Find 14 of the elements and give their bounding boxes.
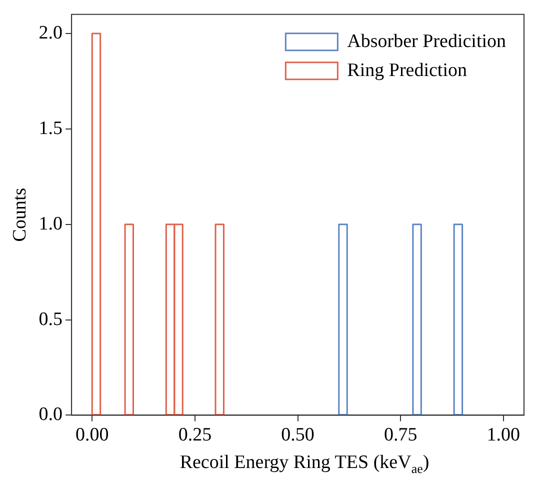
y-tick-label: 2.0	[38, 22, 63, 44]
y-tick-label: 1.5	[38, 118, 63, 139]
y-axis-title: Counts	[9, 188, 30, 242]
legend-label: Ring Prediction	[347, 60, 468, 81]
x-axis-title: Recoil Energy Ring TES (keV$_{ae}$)	[178, 452, 430, 477]
x-tick-label: 0.75	[384, 424, 418, 446]
y-tick-label: 0.5	[38, 308, 63, 330]
legend-label: Absorber Predicition	[347, 30, 506, 52]
x-tick-label: 0.00	[75, 424, 109, 446]
y-tick-label: 1.0	[38, 213, 63, 234]
x-tick-label: 0.25	[178, 424, 212, 446]
y-tick-label: 0.0	[38, 404, 63, 426]
x-tick-label: 1.00	[486, 424, 520, 446]
x-tick-label: 0.50	[281, 424, 314, 446]
